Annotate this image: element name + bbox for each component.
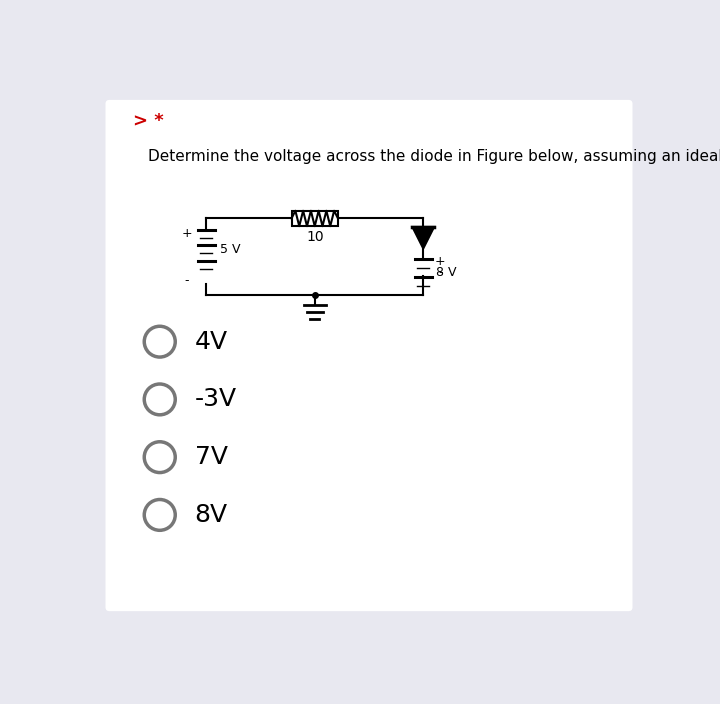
Circle shape (144, 442, 175, 472)
Text: +: + (435, 256, 446, 268)
Bar (292, 210, 338, 226)
Text: 10: 10 (306, 230, 323, 244)
Text: 8 V: 8 V (436, 266, 456, 279)
Text: 8V: 8V (194, 503, 228, 527)
Polygon shape (413, 227, 434, 249)
Text: -: - (184, 274, 189, 287)
Circle shape (144, 326, 175, 357)
Circle shape (144, 384, 175, 415)
Text: -3V: -3V (194, 387, 237, 411)
Circle shape (144, 500, 175, 530)
Text: > *: > * (132, 112, 163, 130)
FancyBboxPatch shape (106, 100, 632, 611)
Text: 5 V: 5 V (220, 243, 240, 256)
Text: +: + (181, 227, 192, 240)
Text: Determine the voltage across the diode in Figure below, assuming an ideal diode: Determine the voltage across the diode i… (148, 149, 720, 164)
Text: 7V: 7V (194, 445, 228, 469)
Text: 4V: 4V (194, 329, 228, 353)
Text: -: - (438, 266, 443, 279)
